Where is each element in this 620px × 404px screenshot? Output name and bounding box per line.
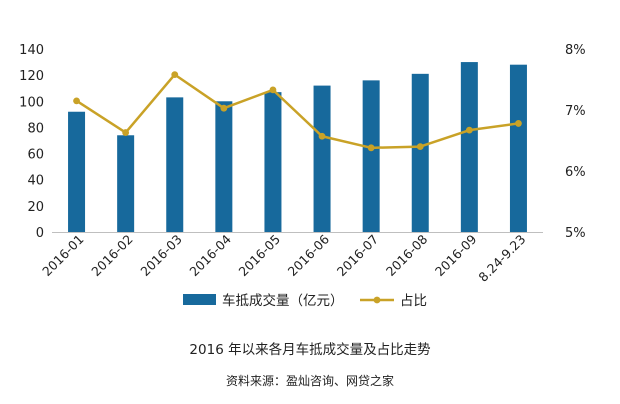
x-tick-label: 2016-04 xyxy=(186,231,234,279)
y-left-tick-label: 140 xyxy=(19,43,44,58)
x-tick-label: 2016-03 xyxy=(137,232,185,280)
legend-bar-label: 车抵成交量（亿元） xyxy=(222,292,344,309)
y-left-tick-label: 120 xyxy=(19,69,44,84)
chart-source: 资料来源：盈灿咨询、网贷之家 xyxy=(225,374,394,388)
bar-2016-06 xyxy=(313,85,331,232)
y-left-tick-label: 40 xyxy=(27,174,44,189)
x-tick-label: 2016-08 xyxy=(383,231,431,279)
line-point-2016-07 xyxy=(367,144,375,152)
y-left-tick-label: 80 xyxy=(27,121,44,136)
x-tick-label: 2016-07 xyxy=(334,232,382,280)
y-right-tick-label: 5% xyxy=(565,226,586,241)
line-point-2016-04 xyxy=(220,104,228,112)
line-point-2016-09 xyxy=(465,126,473,134)
y-right-tick-label: 6% xyxy=(565,165,586,180)
line-point-2016-05 xyxy=(269,86,277,94)
line-series-share xyxy=(75,73,519,150)
chart-svg: 0 20 40 60 80 100 120 140 5% 6% 7% 8% 2016-01 2016-02… xyxy=(19,43,586,309)
bar-2016-04 xyxy=(215,101,233,233)
bar-2016-08 xyxy=(411,73,429,232)
x-tick-label: 2016-05 xyxy=(236,232,284,280)
legend-bar-swatch xyxy=(183,294,216,305)
x-tick-label: 2016-06 xyxy=(285,231,333,279)
line-point-2016-03 xyxy=(171,71,179,79)
x-tick-label: 2016-01 xyxy=(39,232,87,280)
line-point-8.24-9.23 xyxy=(515,120,522,127)
bar-2016-02 xyxy=(117,135,135,232)
x-tick-label: 2016-09 xyxy=(432,231,480,279)
line-point-2016-02 xyxy=(122,129,130,136)
bar-2016-03 xyxy=(166,97,184,232)
line-point-2016-01 xyxy=(73,97,80,105)
bar-2016-01 xyxy=(68,111,86,232)
y-left-tick-label: 0 xyxy=(36,226,44,241)
bar-8.24-9.23 xyxy=(509,64,527,232)
line-point-2016-08 xyxy=(416,143,424,151)
y-right-tick-label: 8% xyxy=(565,43,586,58)
bar-2016-07 xyxy=(362,80,380,232)
x-tick-label: 2016-02 xyxy=(88,232,136,280)
y-right-tick-label: 7% xyxy=(565,104,586,119)
line-point-2016-06 xyxy=(318,132,326,140)
x-tick-label: 8.24-9.23 xyxy=(475,232,528,285)
bar-2016-09 xyxy=(460,62,478,233)
legend-line-marker xyxy=(373,296,381,304)
y-left-tick-label: 20 xyxy=(27,200,44,215)
y-left-tick-label: 60 xyxy=(27,148,44,163)
legend-line-label: 占比 xyxy=(400,293,427,309)
bar-2016-05 xyxy=(264,92,282,232)
y-left-tick-label: 100 xyxy=(19,95,44,110)
chart-title: 2016 年以来各月车抵成交量及占比走势 xyxy=(189,342,431,358)
